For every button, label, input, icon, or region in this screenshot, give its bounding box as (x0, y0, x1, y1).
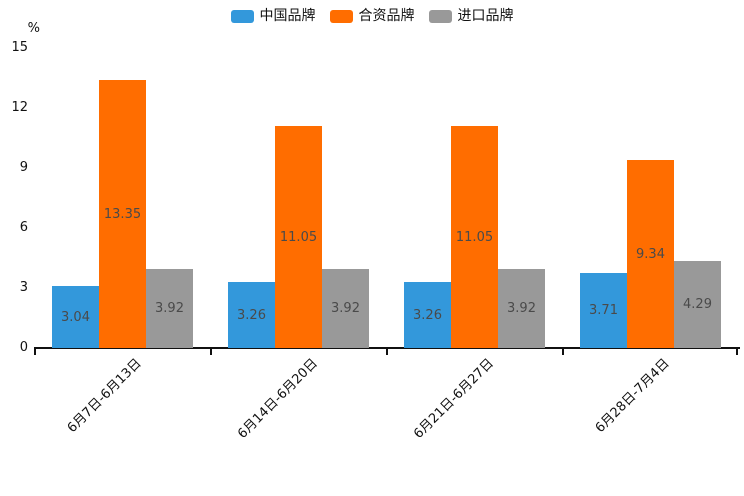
bar-series0-group3 (580, 273, 627, 348)
y-axis-unit-label: % (27, 21, 40, 36)
bar-value-label: 3.92 (331, 301, 360, 316)
bar-value-label: 11.05 (279, 230, 318, 245)
legend-label: 进口品牌 (457, 8, 514, 24)
legend-item-0[interactable]: 中国品牌 (230, 8, 316, 25)
bar-value-label: 3.71 (589, 303, 618, 318)
x-axis-tick (34, 349, 36, 355)
y-tick-label: 15 (11, 40, 28, 55)
legend-swatch-icon (329, 10, 353, 23)
x-axis-tick (736, 349, 738, 355)
x-axis-tick (210, 349, 212, 355)
bar-value-label: 11.05 (455, 230, 494, 245)
bar-series0-group1 (228, 282, 275, 348)
bar-value-label: 3.92 (507, 301, 536, 316)
legend-item-1[interactable]: 合资品牌 (329, 8, 415, 25)
x-category-label: 6月28日-7月4日 (592, 356, 673, 436)
y-tick-label: 3 (19, 280, 28, 295)
x-axis-tick (386, 349, 388, 355)
bar-series2-group0 (146, 269, 193, 348)
x-axis-tick (562, 349, 564, 355)
bar-value-label: 3.26 (237, 308, 266, 323)
legend-label: 中国品牌 (259, 8, 316, 24)
bar-value-label: 3.26 (413, 308, 442, 323)
bar-value-label: 4.29 (683, 297, 712, 312)
legend-swatch-icon (230, 10, 254, 23)
bar-series1-group2 (451, 126, 498, 348)
bar-series1-group0 (99, 80, 146, 348)
bar-value-label: 3.92 (155, 301, 184, 316)
bar-series0-group2 (404, 282, 451, 348)
bar-value-label: 13.35 (103, 207, 142, 222)
legend-item-2[interactable]: 进口品牌 (428, 8, 514, 25)
bar-series2-group2 (498, 269, 545, 348)
legend-swatch-icon (428, 10, 452, 23)
bar-value-label: 3.04 (61, 310, 90, 325)
y-tick-label: 0 (19, 340, 28, 355)
bar-series2-group3 (674, 261, 721, 348)
x-category-label: 6月14日-6月20日 (234, 356, 321, 442)
y-tick-label: 9 (19, 160, 28, 175)
bar-series1-group3 (627, 160, 674, 348)
y-tick-label: 12 (11, 100, 28, 115)
x-category-label: 6月7日-6月13日 (64, 356, 145, 436)
x-axis-line (34, 347, 740, 349)
bar-series2-group1 (322, 269, 369, 348)
y-tick-label: 6 (19, 220, 28, 235)
bar-series1-group1 (275, 126, 322, 348)
legend: 中国品牌 合资品牌 进口品牌 (0, 8, 744, 25)
x-category-label: 6月21日-6月27日 (410, 356, 497, 442)
bar-series0-group0 (52, 286, 99, 348)
legend-label: 合资品牌 (358, 8, 415, 24)
bar-value-label: 9.34 (636, 247, 665, 262)
